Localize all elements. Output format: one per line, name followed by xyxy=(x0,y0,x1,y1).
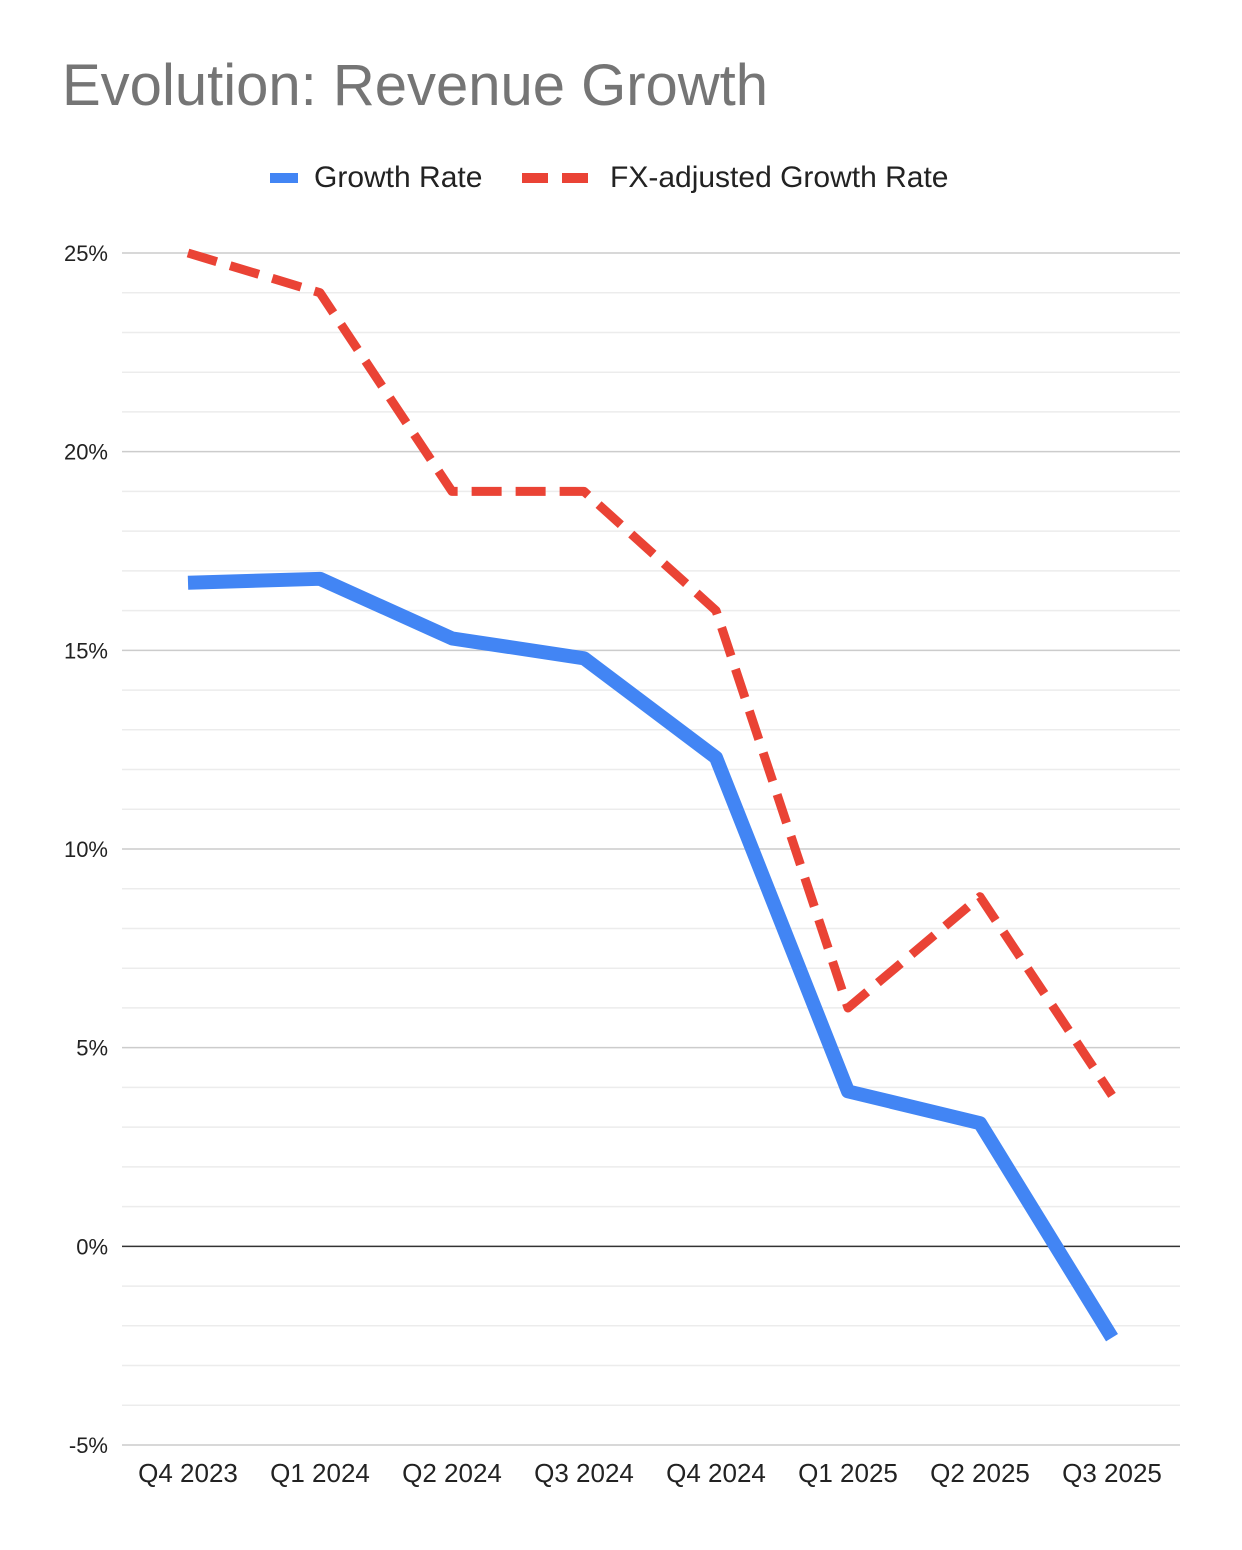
legend-item-fx-adjusted-growth-rate[interactable]: FX-adjusted Growth Rate xyxy=(522,158,948,198)
x-tick-label: Q3 2025 xyxy=(1062,1458,1162,1488)
series-line-growth-rate[interactable] xyxy=(187,571,1118,1342)
legend-label-growth-rate: Growth Rate xyxy=(314,161,483,194)
x-axis-ticks: Q4 2023 Q1 2024 Q2 2024 Q3 2024 Q4 2024 Q1 20… xyxy=(138,1458,1162,1488)
chart-title: Evolution: Revenue Growth xyxy=(62,53,769,118)
x-tick-label: Q4 2024 xyxy=(666,1458,766,1488)
y-axis-ticks: 25% 20% 15% 10% 5% 0% -5% xyxy=(64,241,108,1458)
legend-swatch-fx-adjusted xyxy=(522,173,588,183)
series-lines xyxy=(186,248,1118,1342)
y-tick-label: 0% xyxy=(76,1234,108,1259)
gridlines xyxy=(122,252,1180,1446)
x-tick-label: Q3 2024 xyxy=(534,1458,634,1488)
series-line-fx-adjusted-growth-rate[interactable] xyxy=(186,248,1116,1098)
legend-label-fx-adjusted-growth-rate: FX-adjusted Growth Rate xyxy=(610,161,949,194)
x-tick-label: Q2 2024 xyxy=(402,1458,502,1488)
y-tick-label: 5% xyxy=(76,1036,108,1061)
y-tick-label: 20% xyxy=(64,440,108,465)
x-tick-label: Q1 2025 xyxy=(798,1458,898,1488)
y-tick-label: 15% xyxy=(64,638,108,663)
x-tick-label: Q1 2024 xyxy=(270,1458,370,1488)
x-tick-label: Q4 2023 xyxy=(138,1458,238,1488)
legend: Growth Rate FX-adjusted Growth Rate xyxy=(0,158,1242,198)
legend-item-growth-rate[interactable]: Growth Rate xyxy=(270,158,482,198)
y-tick-label: 10% xyxy=(64,837,108,862)
y-tick-label: -5% xyxy=(69,1433,108,1458)
y-tick-label: 25% xyxy=(64,241,108,266)
legend-swatch-growth-rate xyxy=(270,173,298,183)
x-tick-label: Q2 2025 xyxy=(930,1458,1030,1488)
